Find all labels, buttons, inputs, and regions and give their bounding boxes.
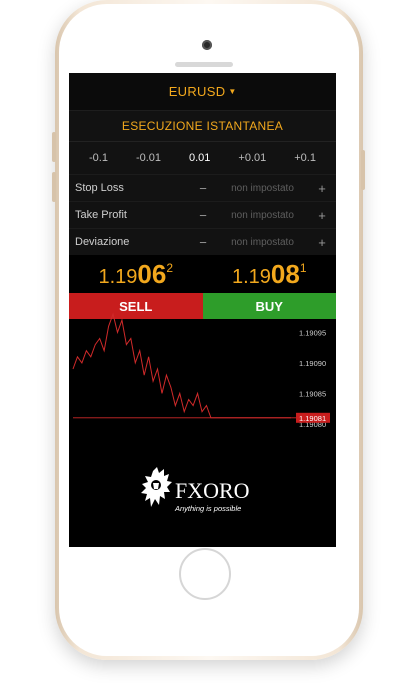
lot-current-value: 0.01 bbox=[189, 152, 211, 164]
take-profit-minus-button[interactable]: − bbox=[199, 207, 207, 223]
deviation-label: Deviazione bbox=[75, 236, 130, 248]
sell-button[interactable]: SELL bbox=[69, 293, 203, 319]
stop-loss-minus-button[interactable]: − bbox=[199, 180, 207, 196]
power-button bbox=[361, 150, 365, 190]
y-tick-label: 1.19090 bbox=[299, 359, 326, 368]
stop-loss-value[interactable]: non impostato bbox=[231, 182, 294, 194]
deviation-value[interactable]: non impostato bbox=[231, 236, 294, 248]
current-price-label: 1.19081 bbox=[299, 414, 326, 423]
volume-down-button bbox=[52, 172, 56, 202]
y-tick-label: 1.19095 bbox=[299, 328, 326, 337]
lot-plus-0.01[interactable]: +0.01 bbox=[238, 152, 267, 164]
sell-price: 1.19062 bbox=[69, 259, 203, 293]
execution-title: ESECUZIONE ISTANTANEA bbox=[69, 111, 336, 142]
lot-minus-0.01[interactable]: -0.01 bbox=[135, 152, 162, 164]
y-tick-label: 1.19085 bbox=[299, 389, 326, 398]
earpiece-speaker bbox=[175, 62, 233, 67]
front-camera bbox=[202, 40, 212, 50]
sell-price-prefix: 1.19 bbox=[98, 266, 138, 288]
volume-up-button bbox=[52, 132, 56, 162]
stop-loss-plus-button[interactable]: + bbox=[318, 180, 326, 196]
stop-loss-row: Stop Loss − non impostato + bbox=[69, 174, 336, 201]
deviation-minus-button[interactable]: − bbox=[199, 234, 207, 250]
lot-minus-0.1[interactable]: -0.1 bbox=[88, 152, 108, 164]
lot-plus-0.1[interactable]: +0.1 bbox=[294, 152, 316, 164]
buy-price-prefix: 1.19 bbox=[231, 266, 271, 288]
trade-buttons: SELL BUY bbox=[69, 293, 336, 319]
quote-prices: 1.19062 1.19081 bbox=[69, 255, 336, 293]
fxoro-logo: FXORO Anything is possible bbox=[141, 467, 250, 513]
logo-tagline: Anything is possible bbox=[174, 504, 241, 513]
lion-emblem-icon bbox=[141, 467, 172, 507]
logo-wordmark: FXORO bbox=[175, 478, 250, 503]
deviation-plus-button[interactable]: + bbox=[318, 234, 326, 250]
take-profit-value[interactable]: non impostato bbox=[231, 209, 294, 221]
symbol-selector[interactable]: EURUSD ▼ bbox=[69, 73, 336, 111]
y-tick-label: 1.19080 bbox=[299, 420, 326, 429]
deviation-row: Deviazione − non impostato + bbox=[69, 228, 336, 255]
take-profit-plus-button[interactable]: + bbox=[318, 207, 326, 223]
lot-size-selector: -0.1 -0.01 0.01 +0.01 +0.1 bbox=[69, 142, 336, 174]
take-profit-label: Take Profit bbox=[75, 209, 127, 221]
current-price-tag bbox=[296, 412, 330, 423]
buy-button[interactable]: BUY bbox=[202, 293, 336, 319]
app-screen: EURUSD ▼ ESECUZIONE ISTANTANEA -0.1 -0.0… bbox=[69, 73, 336, 547]
sell-price-fraction: 2 bbox=[166, 261, 174, 275]
symbol-label: EURUSD bbox=[168, 84, 226, 99]
price-series-line bbox=[72, 312, 291, 419]
sell-price-pips: 06 bbox=[137, 259, 167, 289]
caret-down-icon: ▼ bbox=[228, 87, 237, 96]
buy-price-fraction: 1 bbox=[299, 261, 307, 275]
buy-price: 1.19081 bbox=[203, 259, 337, 293]
take-profit-row: Take Profit − non impostato + bbox=[69, 201, 336, 228]
buy-price-pips: 08 bbox=[270, 259, 300, 289]
stop-loss-label: Stop Loss bbox=[75, 182, 124, 194]
home-button[interactable] bbox=[179, 548, 231, 600]
order-panel: ESECUZIONE ISTANTANEA -0.1 -0.01 0.01 +0… bbox=[69, 111, 336, 255]
